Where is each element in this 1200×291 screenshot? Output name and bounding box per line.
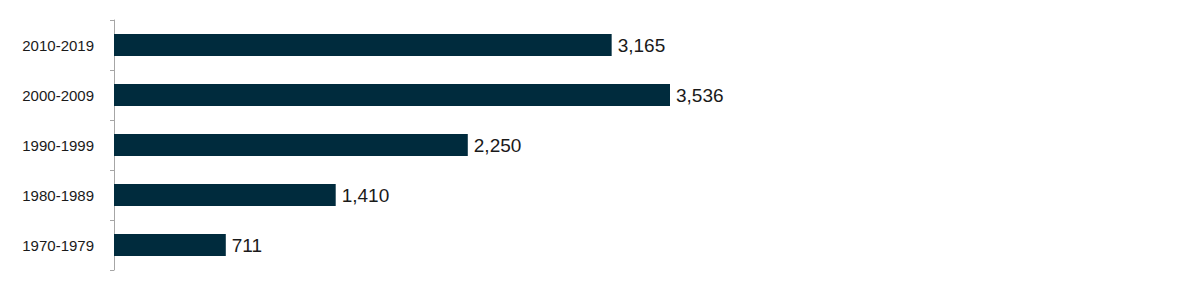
svg-text:1970-1979: 1970-1979 xyxy=(22,237,94,254)
svg-text:1,410: 1,410 xyxy=(342,185,390,206)
svg-text:3,165: 3,165 xyxy=(618,35,666,56)
svg-text:2000-2009: 2000-2009 xyxy=(22,87,94,104)
svg-text:2,250: 2,250 xyxy=(474,135,522,156)
svg-text:711: 711 xyxy=(232,235,262,256)
svg-text:1980-1989: 1980-1989 xyxy=(22,187,94,204)
svg-text:2010-2019: 2010-2019 xyxy=(22,37,94,54)
svg-text:1990-1999: 1990-1999 xyxy=(22,137,94,154)
svg-text:3,536: 3,536 xyxy=(676,85,724,106)
